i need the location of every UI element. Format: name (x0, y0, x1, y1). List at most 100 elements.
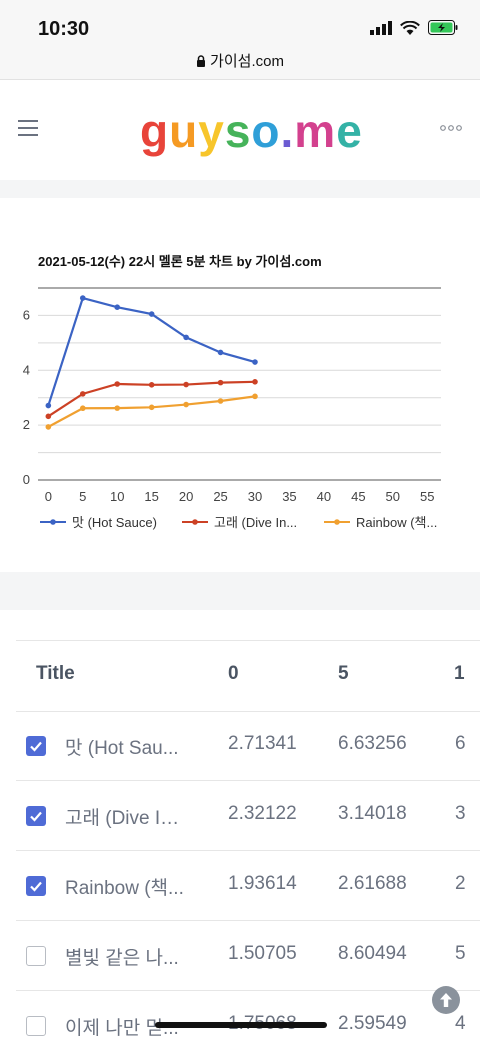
column-header-10[interactable]: 1 (454, 663, 465, 684)
row-value-0: 2.71341 (228, 733, 297, 754)
y-tick-label: 2 (23, 417, 30, 432)
menu-icon[interactable] (18, 120, 38, 136)
legend-label: 맛 (Hot Sauce) (72, 515, 157, 530)
x-tick-label: 45 (351, 489, 365, 504)
x-tick-label: 20 (179, 489, 193, 504)
x-tick-label: 5 (79, 489, 86, 504)
table-header: Title 0 5 1 (16, 640, 480, 712)
x-tick-label: 55 (420, 489, 434, 504)
y-tick-label: 4 (23, 362, 30, 377)
data-point (79, 295, 86, 301)
site-logo[interactable]: guyso.me (140, 105, 363, 157)
data-point (148, 404, 155, 411)
data-point (114, 381, 121, 387)
x-tick-label: 50 (386, 489, 400, 504)
scroll-to-top-button[interactable] (432, 986, 460, 1014)
data-point (45, 413, 52, 420)
data-point (45, 424, 52, 430)
chart-title: 2021-05-12(수) 22시 멜론 5분 차트 by 가이섬.com (38, 254, 322, 269)
table-row[interactable]: 별빛 같은 나... 1.50705 8.60494 5 (16, 921, 480, 991)
site-header: guyso.me (0, 80, 480, 180)
address-bar[interactable]: 가이섬.com (0, 48, 480, 80)
row-value-10: 4 (455, 1013, 466, 1034)
clock: 10:30 (38, 18, 90, 40)
data-point (114, 304, 121, 310)
status-icons (370, 20, 458, 35)
checkmark-icon (30, 741, 42, 752)
y-tick-label: 6 (23, 307, 30, 322)
row-value-10: 6 (455, 733, 466, 754)
row-value-5: 2.61688 (338, 873, 407, 894)
column-header-title[interactable]: Title (36, 663, 75, 684)
row-value-10: 5 (455, 943, 466, 964)
lock-icon (197, 55, 206, 67)
table-row[interactable]: 고래 (Dive In... 2.32122 3.14018 3 (16, 781, 480, 851)
row-checkbox[interactable] (26, 806, 46, 826)
x-tick-label: 40 (317, 489, 331, 504)
row-checkbox[interactable] (26, 876, 46, 896)
row-value-0: 1.50705 (228, 943, 297, 964)
signal-icon (370, 20, 392, 35)
legend-marker (50, 519, 56, 525)
row-value-10: 2 (455, 873, 466, 894)
row-title: Rainbow (책... (65, 878, 184, 899)
data-point (252, 393, 258, 400)
site-domain: 가이섬.com (210, 53, 284, 70)
table-row[interactable]: Rainbow (책... 1.93614 2.61688 2 (16, 851, 480, 921)
row-value-0: 1.93614 (228, 873, 297, 894)
checkmark-icon (30, 811, 42, 822)
data-point (183, 334, 189, 341)
row-value-10: 3 (455, 803, 466, 824)
arrow-up-icon (440, 993, 452, 1007)
data-point (148, 382, 155, 388)
line-chart: 0 2 4 6 0 5 10 15 20 25 30 35 40 45 50 55 맛 (Hot Sauce) 고… (23, 287, 441, 530)
legend-label: 고래 (Dive In... (214, 515, 297, 530)
row-value-5: 3.14018 (338, 803, 407, 824)
legend-marker (334, 519, 340, 525)
row-title: 맛 (Hot Sau... (65, 738, 179, 759)
row-title: 별빛 같은 나... (65, 948, 179, 969)
data-point (183, 381, 189, 388)
data-point (45, 402, 52, 409)
status-bar: 10:30 (0, 0, 480, 48)
data-point (148, 311, 155, 317)
row-value-5: 6.63256 (338, 733, 407, 754)
legend-marker (192, 519, 198, 525)
home-indicator (155, 1022, 327, 1028)
data-point (79, 405, 86, 412)
data-point (217, 398, 224, 404)
row-value-0: 2.32122 (228, 803, 297, 824)
legend-label: Rainbow (책... (356, 515, 437, 530)
battery-icon (428, 20, 458, 35)
data-point (252, 359, 258, 365)
row-title: 고래 (Dive In... (65, 808, 185, 829)
checkmark-icon (30, 881, 42, 892)
x-tick-label: 15 (144, 489, 158, 504)
row-value-5: 2.59549 (338, 1013, 407, 1034)
row-checkbox[interactable] (26, 1016, 46, 1036)
column-header-5[interactable]: 5 (338, 663, 349, 684)
x-tick-label: 30 (248, 489, 262, 504)
row-checkbox[interactable] (26, 736, 46, 756)
data-point (79, 391, 86, 397)
x-tick-label: 25 (213, 489, 227, 504)
table-row[interactable]: 맛 (Hot Sau... 2.71341 6.63256 6 (16, 711, 480, 781)
wifi-icon (400, 20, 420, 35)
x-tick-label: 0 (45, 489, 52, 504)
data-point (114, 405, 121, 411)
y-tick-label: 0 (23, 472, 30, 487)
x-tick-label: 10 (110, 489, 124, 504)
series-line (47, 395, 256, 428)
row-checkbox[interactable] (26, 946, 46, 966)
column-header-0[interactable]: 0 (228, 663, 239, 684)
x-tick-label: 35 (282, 489, 296, 504)
data-point (252, 379, 258, 385)
chart-card: 2021-05-12(수) 22시 멜론 5분 차트 by 가이섬.com 0 2… (0, 198, 480, 572)
data-table: Title 0 5 1 맛 (Hot Sau... 2.71341 6.63256 6… (0, 610, 480, 1039)
row-value-5: 8.60494 (338, 943, 407, 964)
data-point (217, 349, 224, 356)
data-point (183, 401, 189, 408)
more-options-icon[interactable] (440, 124, 462, 132)
data-point (217, 379, 224, 386)
